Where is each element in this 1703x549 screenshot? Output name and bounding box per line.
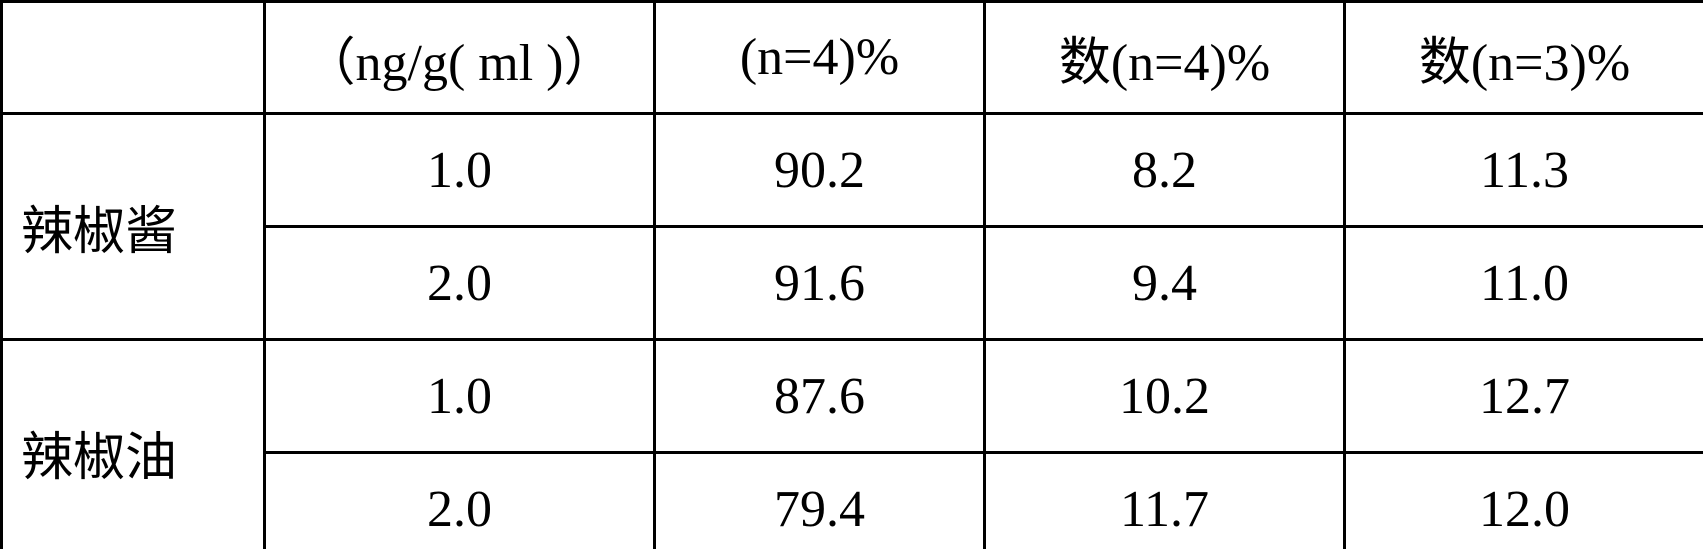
header-cell-n4b: 数(n=4)% bbox=[985, 2, 1345, 114]
cell: 1.0 bbox=[265, 114, 655, 227]
cell: 2.0 bbox=[265, 453, 655, 549]
row-group-label: 辣椒酱 bbox=[2, 114, 265, 340]
cell: 12.0 bbox=[1345, 453, 1703, 549]
table-row: 辣椒酱 1.0 90.2 8.2 11.3 bbox=[2, 114, 1703, 227]
header-cell-blank bbox=[2, 2, 265, 114]
cell: 91.6 bbox=[655, 227, 985, 340]
cell: 8.2 bbox=[985, 114, 1345, 227]
cell: 10.2 bbox=[985, 340, 1345, 453]
cell: 87.6 bbox=[655, 340, 985, 453]
data-table: （ng/g( ml )） (n=4)% 数(n=4)% 数(n=3)% 辣椒酱 … bbox=[0, 0, 1703, 549]
header-cell-n3: 数(n=3)% bbox=[1345, 2, 1703, 114]
cell: 1.0 bbox=[265, 340, 655, 453]
table-header-row: （ng/g( ml )） (n=4)% 数(n=4)% 数(n=3)% bbox=[2, 2, 1703, 114]
cell: 2.0 bbox=[265, 227, 655, 340]
cell: 11.7 bbox=[985, 453, 1345, 549]
header-cell-n4a: (n=4)% bbox=[655, 2, 985, 114]
cell: 9.4 bbox=[985, 227, 1345, 340]
cell: 79.4 bbox=[655, 453, 985, 549]
header-cell-unit: （ng/g( ml )） bbox=[265, 2, 655, 114]
cell: 12.7 bbox=[1345, 340, 1703, 453]
cell: 90.2 bbox=[655, 114, 985, 227]
cell: 11.3 bbox=[1345, 114, 1703, 227]
cell: 11.0 bbox=[1345, 227, 1703, 340]
row-group-label: 辣椒油 bbox=[2, 340, 265, 549]
table-row: 辣椒油 1.0 87.6 10.2 12.7 bbox=[2, 340, 1703, 453]
